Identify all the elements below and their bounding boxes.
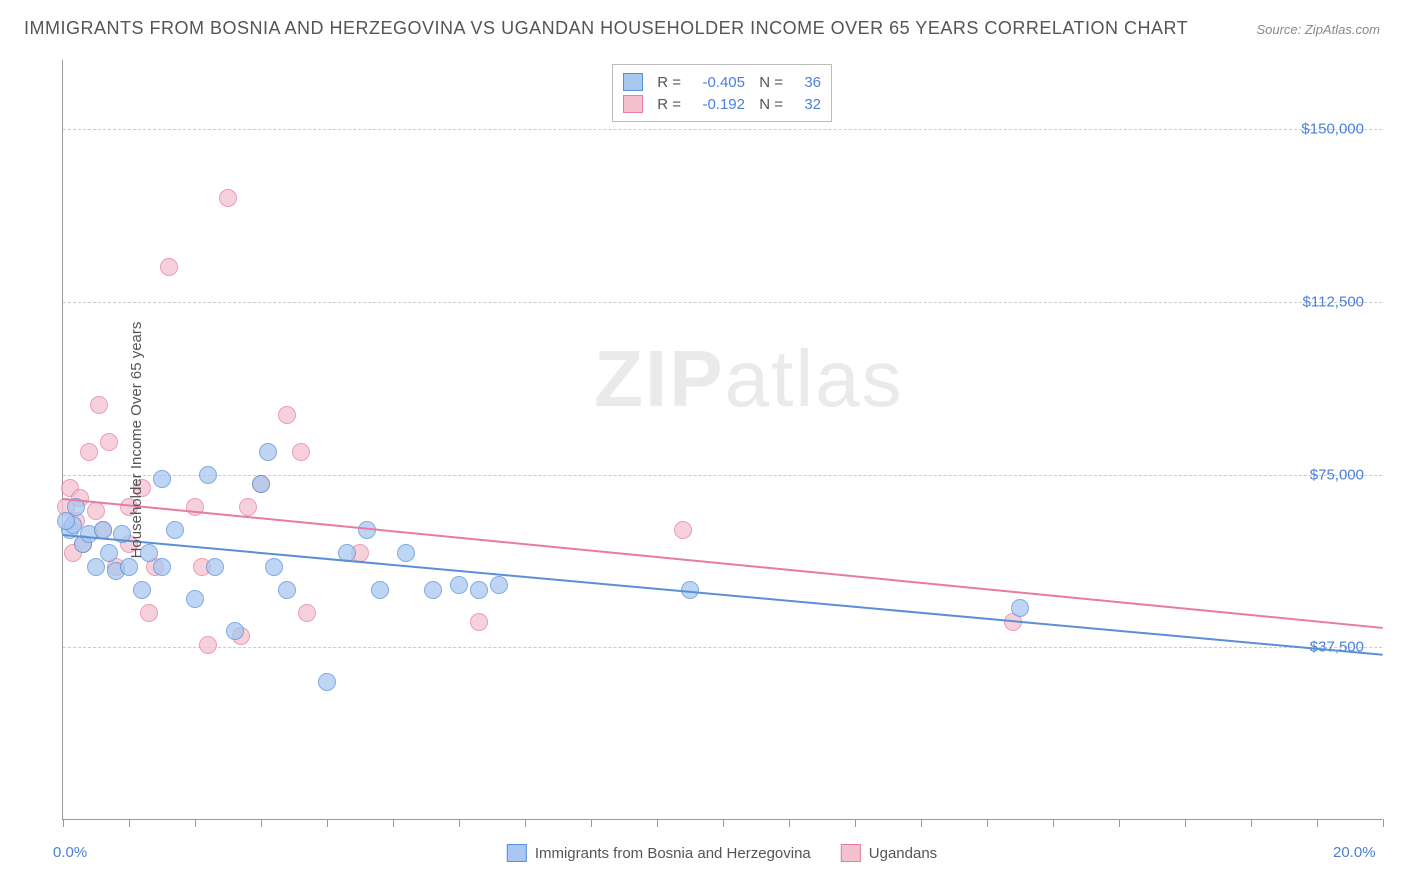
stat-r-label: R = [651,96,681,113]
data-point [186,590,204,608]
x-tick [723,819,724,827]
trend-line [63,534,1383,656]
x-tick [1185,819,1186,827]
y-tick-label: $112,500 [1303,293,1364,310]
x-tick [195,819,196,827]
plot-region: ZIPatlas $37,500$75,000$112,500$150,0000… [62,60,1382,820]
data-point [219,189,237,207]
x-tick [1317,819,1318,827]
data-point [100,433,118,451]
data-point [160,258,178,276]
chart-title: IMMIGRANTS FROM BOSNIA AND HERZEGOVINA V… [24,18,1188,39]
x-tick [657,819,658,827]
data-point [239,498,257,516]
x-tick [393,819,394,827]
stat-n-value: 32 [791,96,821,113]
data-point [133,581,151,599]
data-point [90,396,108,414]
data-point [199,636,217,654]
data-point [470,613,488,631]
legend-item: Immigrants from Bosnia and Herzegovina [507,844,811,862]
x-tick-label: 0.0% [53,844,87,861]
data-point [199,466,217,484]
x-tick [987,819,988,827]
data-point [140,604,158,622]
data-point [226,622,244,640]
gridline [63,647,1382,648]
gridline [63,129,1382,130]
data-point [371,581,389,599]
x-tick [789,819,790,827]
stat-r-value: -0.192 [689,96,745,113]
y-tick-label: $75,000 [1310,466,1364,483]
legend-item: Ugandans [841,844,937,862]
data-point [57,512,75,530]
data-point [252,475,270,493]
x-tick [921,819,922,827]
data-point [490,576,508,594]
x-tick [261,819,262,827]
stat-n-label: N = [753,96,783,113]
data-point [674,521,692,539]
data-point [265,558,283,576]
x-tick [459,819,460,827]
data-point [450,576,468,594]
x-tick [327,819,328,827]
stat-r-value: -0.405 [689,74,745,91]
data-point [424,581,442,599]
x-tick [1383,819,1384,827]
data-point [318,673,336,691]
bottom-legend: Immigrants from Bosnia and Herzegovina Ug… [507,844,937,862]
y-tick-label: $150,000 [1301,121,1364,138]
data-point [87,502,105,520]
data-point [298,604,316,622]
data-point [397,544,415,562]
x-tick [855,819,856,827]
gridline [63,302,1382,303]
source-label: Source: ZipAtlas.com [1256,22,1380,37]
data-point [120,558,138,576]
legend-swatch [623,95,643,113]
stat-n-label: N = [753,74,783,91]
data-point [80,443,98,461]
data-point [278,581,296,599]
chart-area: ZIPatlas $37,500$75,000$112,500$150,0000… [62,60,1382,820]
x-tick [1251,819,1252,827]
legend-swatch [623,73,643,91]
x-tick [1053,819,1054,827]
x-tick [1119,819,1120,827]
x-tick [129,819,130,827]
watermark: ZIPatlas [594,333,903,425]
data-point [153,470,171,488]
data-point [166,521,184,539]
data-point [292,443,310,461]
stat-row: R = -0.405 N = 36 [623,71,821,93]
data-point [470,581,488,599]
x-tick [591,819,592,827]
stat-r-label: R = [651,74,681,91]
data-point [206,558,224,576]
data-point [87,558,105,576]
stat-legend-box: R = -0.405 N = 36 R = -0.192 N = 32 [612,64,832,122]
data-point [153,558,171,576]
stat-n-value: 36 [791,74,821,91]
y-axis-label: Householder Income Over 65 years [128,322,145,559]
x-tick [63,819,64,827]
legend-label: Ugandans [869,845,937,862]
legend-swatch [841,844,861,862]
data-point [278,406,296,424]
data-point [259,443,277,461]
data-point [1011,599,1029,617]
x-tick [525,819,526,827]
data-point [100,544,118,562]
legend-swatch [507,844,527,862]
stat-row: R = -0.192 N = 32 [623,93,821,115]
x-tick-label: 20.0% [1333,844,1376,861]
trend-line [63,498,1383,629]
legend-label: Immigrants from Bosnia and Herzegovina [535,845,811,862]
